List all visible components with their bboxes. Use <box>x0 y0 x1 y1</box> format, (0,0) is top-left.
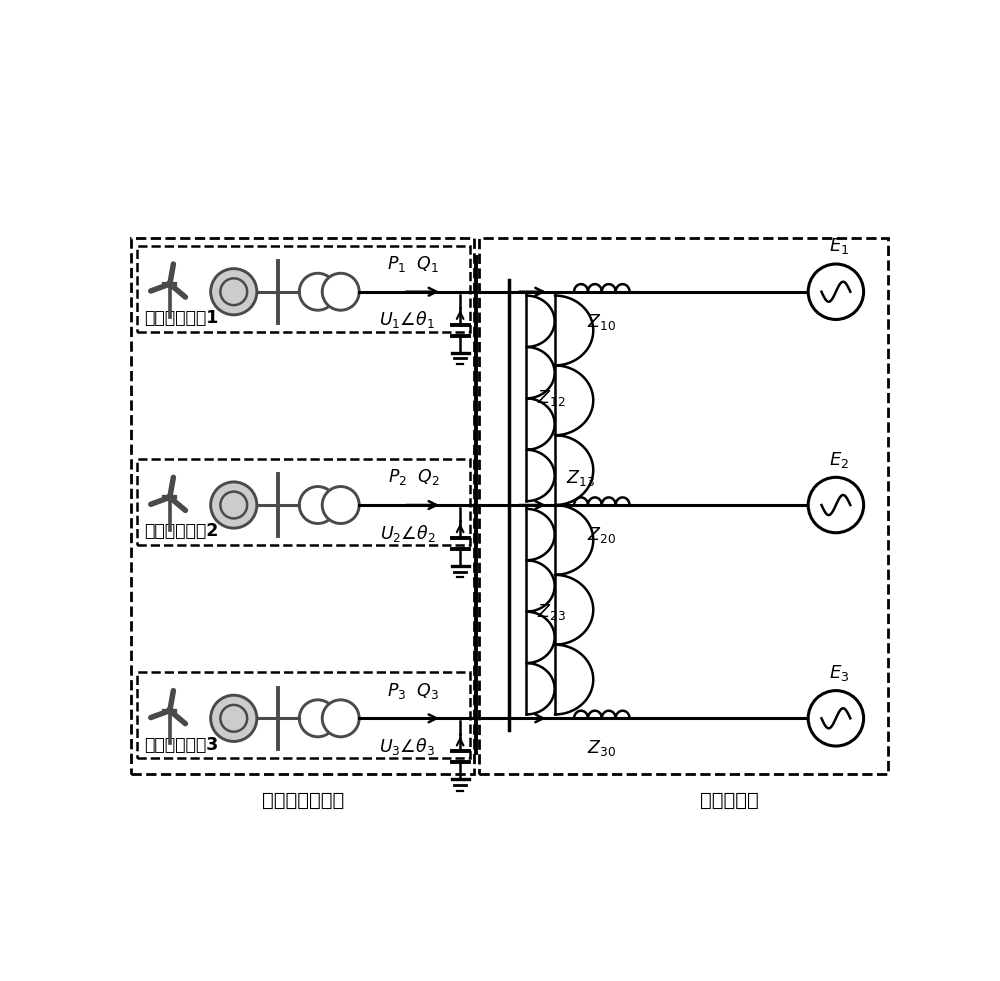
Bar <box>137 672 470 758</box>
Circle shape <box>211 269 257 315</box>
Circle shape <box>220 279 247 305</box>
Text: $Z_{12}$: $Z_{12}$ <box>537 388 566 408</box>
Text: $U_2\angle\theta_2$: $U_2\angle\theta_2$ <box>380 523 435 543</box>
Circle shape <box>211 696 257 742</box>
Circle shape <box>299 487 336 524</box>
Text: $Z_{30}$: $Z_{30}$ <box>587 739 616 758</box>
Text: $E_2$: $E_2$ <box>829 449 849 470</box>
Circle shape <box>808 691 864 746</box>
Bar <box>137 245 470 332</box>
Circle shape <box>299 274 336 310</box>
Circle shape <box>211 482 257 528</box>
Circle shape <box>299 699 336 737</box>
Text: $P_1$  $Q_1$: $P_1$ $Q_1$ <box>387 254 440 274</box>
Bar <box>137 459 470 545</box>
Text: 电力电子设备1: 电力电子设备1 <box>144 309 219 327</box>
Text: 电力电子设备3: 电力电子设备3 <box>144 736 219 753</box>
Circle shape <box>322 274 359 310</box>
Text: $E_3$: $E_3$ <box>829 663 849 683</box>
Text: 交流网络侧: 交流网络侧 <box>700 791 759 809</box>
Bar <box>479 237 888 774</box>
Circle shape <box>322 699 359 737</box>
Text: $U_3\angle\theta_3$: $U_3\angle\theta_3$ <box>379 736 435 757</box>
Circle shape <box>167 494 173 500</box>
Circle shape <box>220 491 247 518</box>
Text: $Z_{13}$: $Z_{13}$ <box>566 468 594 489</box>
Text: 电力电子设备侧: 电力电子设备侧 <box>262 791 344 809</box>
Text: $Z_{10}$: $Z_{10}$ <box>587 312 616 332</box>
Bar <box>131 237 474 774</box>
Text: $Z_{23}$: $Z_{23}$ <box>537 601 566 622</box>
Text: $E_1$: $E_1$ <box>829 236 849 256</box>
Circle shape <box>808 478 864 533</box>
Circle shape <box>167 707 173 713</box>
Circle shape <box>808 264 864 320</box>
Circle shape <box>220 705 247 732</box>
Text: $U_1\angle\theta_1$: $U_1\angle\theta_1$ <box>379 309 435 331</box>
Circle shape <box>167 281 173 287</box>
Text: $Z_{20}$: $Z_{20}$ <box>587 525 616 545</box>
Text: $P_3$  $Q_3$: $P_3$ $Q_3$ <box>387 681 440 700</box>
Text: $P_2$  $Q_2$: $P_2$ $Q_2$ <box>388 467 439 488</box>
Text: 电力电子设备2: 电力电子设备2 <box>144 523 219 541</box>
Circle shape <box>322 487 359 524</box>
